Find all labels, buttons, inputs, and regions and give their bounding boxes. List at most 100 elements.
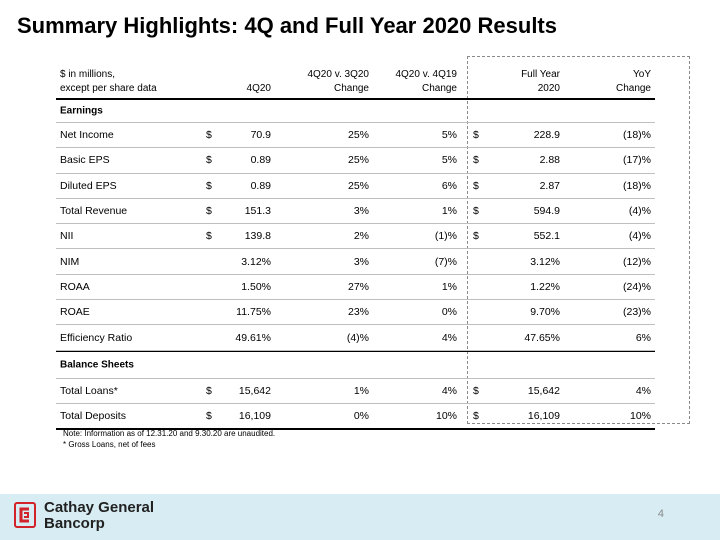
- value-full-year: 2.87: [539, 179, 560, 192]
- value-yoy-change: (12)%: [622, 255, 651, 268]
- value-qoq-change: 25%: [347, 179, 369, 192]
- currency-symbol: $: [206, 179, 212, 192]
- value-qoq-change: 27%: [347, 280, 369, 293]
- value-yoy-quarter-change: 5%: [441, 129, 457, 142]
- value-yoy-change: (18)%: [622, 129, 651, 142]
- value-4q20: 151.3: [244, 205, 271, 218]
- company-logo-text: Cathay General Bancorp: [44, 499, 155, 532]
- currency-symbol: $: [206, 409, 212, 422]
- table-row: Total Deposits $16,109 0% 10% $16,109 10%: [56, 404, 655, 430]
- row-label: Total Loans*: [60, 384, 118, 397]
- value-yoy-quarter-change: 0%: [441, 306, 457, 319]
- value-yoy-quarter-change: 4%: [441, 384, 457, 397]
- value-yoy-quarter-change: 10%: [435, 409, 457, 422]
- table-header: $ in millions, except per share data 4Q2…: [56, 60, 655, 100]
- header-4q20: 4Q20: [246, 83, 271, 94]
- value-qoq-change: 3%: [353, 205, 369, 218]
- currency-symbol: $: [206, 154, 212, 167]
- value-4q20: 1.50%: [241, 280, 271, 293]
- balance-rows: Total Loans* $15,642 1% 4% $15,642 4% Total De…: [56, 379, 655, 430]
- value-4q20: 3.12%: [241, 255, 271, 268]
- value-qoq-change: 25%: [347, 129, 369, 142]
- header-qoq-change: 4Q20 v. 3Q20 Change: [307, 69, 369, 94]
- currency-symbol: $: [473, 409, 479, 422]
- value-full-year: 1.22%: [530, 280, 560, 293]
- value-qoq-change: 1%: [353, 384, 369, 397]
- row-label: Basic EPS: [60, 154, 110, 167]
- value-full-year: 228.9: [533, 129, 560, 142]
- currency-symbol: $: [473, 230, 479, 243]
- footer-band: Cathay General Bancorp 4: [0, 494, 720, 540]
- value-yoy-change: 4%: [635, 384, 651, 397]
- results-table: $ in millions, except per share data 4Q2…: [56, 60, 655, 430]
- value-qoq-change: 0%: [353, 409, 369, 422]
- value-yoy-quarter-change: 1%: [441, 205, 457, 218]
- table-row: Total Loans* $15,642 1% 4% $15,642 4%: [56, 379, 655, 404]
- row-label: NII: [60, 230, 74, 243]
- currency-symbol: $: [206, 230, 212, 243]
- value-full-year: 9.70%: [530, 306, 560, 319]
- value-yoy-change: (18)%: [622, 179, 651, 192]
- footnotes: Note: Information as of 12.31.20 and 9.3…: [63, 428, 275, 450]
- table-row: ROAE 11.75% 23% 0% 9.70% (23)%: [56, 300, 655, 326]
- value-yoy-quarter-change: 4%: [441, 331, 457, 344]
- value-full-year: 594.9: [533, 205, 560, 218]
- header-yoy-quarter-change: 4Q20 v. 4Q19 Change: [395, 69, 457, 94]
- table-row: Basic EPS $0.89 25% 5% $2.88 (17)%: [56, 148, 655, 174]
- value-qoq-change: 25%: [347, 154, 369, 167]
- value-4q20: 139.8: [244, 230, 271, 243]
- section-label: Earnings: [60, 105, 103, 117]
- table-row: Efficiency Ratio 49.61% (4)% 4% 47.65% 6%: [56, 325, 655, 351]
- value-full-year: 2.88: [539, 154, 560, 167]
- earnings-rows: Net Income $70.9 25% 5% $228.9 (18)% Basic EPS…: [56, 123, 655, 351]
- table-row: Net Income $70.9 25% 5% $228.9 (18)%: [56, 123, 655, 149]
- currency-symbol: $: [206, 205, 212, 218]
- value-full-year: 16,109: [527, 409, 560, 422]
- header-label: $ in millions, except per share data: [60, 69, 157, 94]
- value-yoy-change: (4)%: [628, 205, 651, 218]
- value-qoq-change: 23%: [347, 306, 369, 319]
- value-yoy-quarter-change: 1%: [441, 280, 457, 293]
- table-row: ROAA 1.50% 27% 1% 1.22% (24)%: [56, 275, 655, 301]
- slide-title: Summary Highlights: 4Q and Full Year 202…: [17, 13, 557, 38]
- table-row: Total Revenue $151.3 3% 1% $594.9 (4)%: [56, 199, 655, 225]
- full-year-highlight-box: [467, 56, 690, 424]
- table-row: Diluted EPS $0.89 25% 6% $2.87 (18)%: [56, 174, 655, 199]
- cathay-logo-icon: [14, 502, 36, 528]
- value-qoq-change: 2%: [353, 230, 369, 243]
- value-qoq-change: (4)%: [346, 331, 369, 344]
- currency-symbol: $: [473, 154, 479, 167]
- currency-symbol: $: [473, 179, 479, 192]
- currency-symbol: $: [473, 384, 479, 397]
- currency-symbol: $: [206, 129, 212, 142]
- value-yoy-quarter-change: (7)%: [434, 255, 457, 268]
- value-4q20: 15,642: [238, 384, 271, 397]
- row-label: ROAE: [60, 306, 90, 319]
- value-full-year: 15,642: [527, 384, 560, 397]
- value-yoy-change: 6%: [635, 331, 651, 344]
- section-balance-sheets: Balance Sheets: [56, 350, 655, 379]
- value-4q20: 11.75%: [236, 306, 271, 319]
- row-label: Efficiency Ratio: [60, 331, 133, 344]
- value-yoy-quarter-change: 5%: [441, 154, 457, 167]
- section-label: Balance Sheets: [60, 359, 134, 371]
- row-label: NIM: [60, 255, 80, 268]
- value-full-year: 47.65%: [524, 331, 560, 344]
- value-yoy-quarter-change: (1)%: [434, 230, 457, 243]
- section-earnings: Earnings: [56, 100, 655, 123]
- table-row: NII $139.8 2% (1)% $552.1 (4)%: [56, 224, 655, 250]
- value-full-year: 3.12%: [530, 255, 560, 268]
- value-yoy-change: 10%: [629, 409, 651, 422]
- page-number: 4: [657, 508, 664, 520]
- row-label: Total Deposits: [60, 409, 126, 422]
- value-yoy-change: (24)%: [622, 280, 651, 293]
- currency-symbol: $: [473, 129, 479, 142]
- note-unaudited: Note: Information as of 12.31.20 and 9.3…: [63, 429, 276, 438]
- row-label: Total Revenue: [60, 205, 128, 218]
- value-4q20: 70.9: [250, 129, 271, 142]
- row-label: Diluted EPS: [60, 179, 117, 192]
- value-yoy-change: (17)%: [622, 154, 651, 167]
- row-label: ROAA: [60, 280, 90, 293]
- note-gross-loans: * Gross Loans, net of fees: [63, 440, 156, 449]
- header-yoy-change: YoY Change: [615, 69, 651, 94]
